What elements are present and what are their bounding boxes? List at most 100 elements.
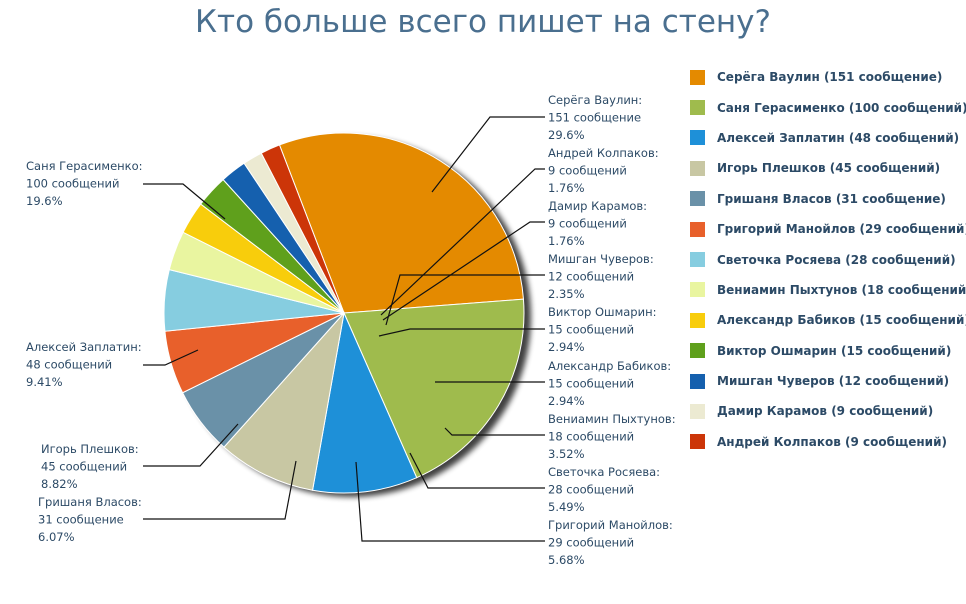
slice-label-percent: 2.94% xyxy=(548,394,585,408)
slice-label-percent: 5.68% xyxy=(548,553,585,567)
slice-label-name: Мишган Чуверов: xyxy=(548,252,654,266)
legend-item: Алексей Заплатин (48 сообщений) xyxy=(690,123,960,153)
slice-label-count: 151 сообщение xyxy=(548,111,641,125)
legend-swatch xyxy=(690,343,705,359)
legend-label: Светочка Росяева (28 сообщений) xyxy=(717,252,956,267)
pie-slice xyxy=(278,132,525,314)
legend-swatch xyxy=(690,312,705,328)
leader-line xyxy=(409,452,545,489)
legend-swatch xyxy=(690,434,705,450)
slice-label-name: Серёга Ваулин: xyxy=(548,93,642,107)
slice-label-count: 100 сообщений xyxy=(26,177,119,191)
slice-label-name: Игорь Плешков: xyxy=(41,442,139,456)
legend-item: Мишган Чуверов (12 сообщений) xyxy=(690,366,960,396)
legend-label: Гришаня Власов (31 сообщение) xyxy=(717,191,946,206)
leader-line xyxy=(355,461,545,542)
slice-label-name: Светочка Росяева: xyxy=(548,465,660,479)
slice-label-count: 28 сообщений xyxy=(548,483,634,497)
slice-label: Мишган Чуверов: 12 сообщений 2.35% xyxy=(548,252,654,301)
slice-label-name: Гришаня Власов: xyxy=(38,495,142,509)
pie-slice xyxy=(260,144,345,314)
legend-label: Григорий Манойлов (29 сообщений) xyxy=(717,222,966,237)
leader-line xyxy=(385,274,545,326)
slice-label-name: Саня Герасименко: xyxy=(26,159,143,173)
slice-label-count: 29 сообщений xyxy=(548,536,634,550)
slice-label-percent: 1.76% xyxy=(548,234,585,248)
legend-label: Мишган Чуверов (12 сообщений) xyxy=(717,374,950,389)
legend-label: Серёга Ваулин (151 сообщение) xyxy=(717,70,943,85)
slice-label-count: 12 сообщений xyxy=(548,270,634,284)
slice-label-percent: 8.82% xyxy=(41,477,78,491)
legend-label: Игорь Плешков (45 сообщений) xyxy=(717,161,941,176)
leader-line xyxy=(143,349,199,366)
legend-item: Серёга Ваулин (151 сообщение) xyxy=(690,62,960,92)
slice-label-count: 9 сообщений xyxy=(548,217,627,231)
legend-item: Григорий Манойлов (29 сообщений) xyxy=(690,214,966,244)
slice-label: Виктор Ошмарин: 15 сообщений 2.94% xyxy=(548,305,656,354)
pie-slices xyxy=(163,132,525,494)
legend-swatch xyxy=(690,130,705,146)
slice-label-percent: 19.6% xyxy=(26,194,63,208)
legend-item: Гришаня Власов (31 сообщение) xyxy=(690,184,960,214)
legend-swatch xyxy=(690,69,705,85)
legend-label: Вениамин Пыхтунов (18 сообщений) xyxy=(717,282,966,297)
slice-label-percent: 2.94% xyxy=(548,340,585,354)
leader-line xyxy=(143,460,297,520)
slice-label: Игорь Плешков: 45 сообщений 8.82% xyxy=(41,442,139,491)
pie-slice xyxy=(343,298,525,479)
slice-label-name: Дамир Карамов: xyxy=(548,199,647,213)
leader-line xyxy=(378,328,545,337)
slice-label: Алексей Заплатин: 48 сообщений 9.41% xyxy=(26,340,142,389)
slice-label-percent: 5.49% xyxy=(548,500,585,514)
slice-label-count: 18 сообщений xyxy=(548,430,634,444)
legend-swatch xyxy=(690,403,705,419)
slice-label-name: Григорий Манойлов: xyxy=(548,518,673,532)
slice-label: Гришаня Власов: 31 сообщение 6.07% xyxy=(38,495,142,544)
legend-item: Александр Бабиков (15 сообщений) xyxy=(690,305,966,335)
slice-label-count: 31 сообщение xyxy=(38,513,124,527)
slice-labels: Серёга Ваулин: 151 сообщение 29.6% Саня Гер… xyxy=(26,93,676,567)
slice-label-name: Алексей Заплатин: xyxy=(26,340,142,354)
slice-label-name: Александр Бабиков: xyxy=(548,359,671,373)
slice-label: Серёга Ваулин: 151 сообщение 29.6% xyxy=(548,93,642,142)
slice-label-count: 48 сообщений xyxy=(26,358,112,372)
slice-label-percent: 6.07% xyxy=(38,530,75,544)
legend-label: Александр Бабиков (15 сообщений) xyxy=(717,313,966,328)
slice-label: Светочка Росяева: 28 сообщений 5.49% xyxy=(548,465,660,514)
slice-label: Григорий Манойлов: 29 сообщений 5.68% xyxy=(548,518,673,567)
slice-label-percent: 3.52% xyxy=(548,447,585,461)
slice-label-name: Андрей Колпаков: xyxy=(548,146,659,160)
leader-lines xyxy=(143,116,545,542)
legend-item: Андрей Колпаков (9 сообщений) xyxy=(690,427,960,457)
legend-swatch xyxy=(690,100,705,116)
slice-label-percent: 9.41% xyxy=(26,375,63,389)
legend-label: Саня Герасименко (100 сообщений) xyxy=(717,100,966,115)
leader-line xyxy=(143,423,239,467)
slice-label-percent: 1.76% xyxy=(548,181,585,195)
slice-label-count: 15 сообщений xyxy=(548,377,634,391)
leader-line xyxy=(143,183,226,220)
pie-slice xyxy=(223,311,345,491)
legend-swatch xyxy=(690,282,705,298)
chart-title: Кто больше всего пишет на стену? xyxy=(195,4,771,40)
legend-item: Дамир Карамов (9 сообщений) xyxy=(690,396,960,426)
slice-label-count: 45 сообщений xyxy=(41,460,127,474)
legend-item: Саня Герасименко (100 сообщений) xyxy=(690,92,966,122)
slice-label: Вениамин Пыхтунов: 18 сообщений 3.52% xyxy=(548,412,676,461)
slice-label: Дамир Карамов: 9 сообщений 1.76% xyxy=(548,199,647,248)
legend-item: Виктор Ошмарин (15 сообщений) xyxy=(690,336,960,366)
slice-label-percent: 29.6% xyxy=(548,128,585,142)
slice-label: Андрей Колпаков: 9 сообщений 1.76% xyxy=(548,146,659,195)
slice-label-count: 9 сообщений xyxy=(548,164,627,178)
slice-label-name: Вениамин Пыхтунов: xyxy=(548,412,676,426)
slice-label: Александр Бабиков: 15 сообщений 2.94% xyxy=(548,359,671,408)
slice-label: Саня Герасименко: 100 сообщений 19.6% xyxy=(26,159,143,208)
slice-label-name: Виктор Ошмарин: xyxy=(548,305,656,319)
leader-line xyxy=(382,221,545,321)
leader-line xyxy=(380,168,545,316)
legend-swatch xyxy=(690,373,705,389)
legend-swatch xyxy=(690,221,705,237)
pie-slice xyxy=(311,311,418,494)
legend-item: Светочка Росяева (28 сообщений) xyxy=(690,244,960,274)
legend-item: Игорь Плешков (45 сообщений) xyxy=(690,153,960,183)
